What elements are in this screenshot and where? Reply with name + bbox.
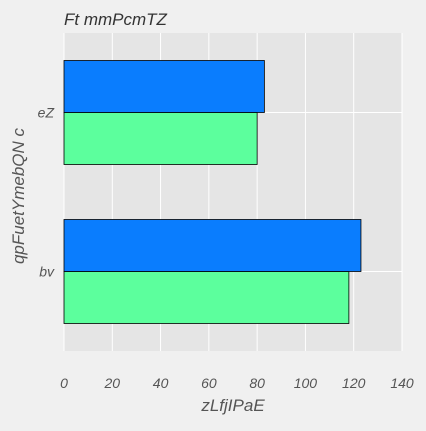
- x-tick-label: 60: [201, 375, 217, 391]
- y-tick-label: eZ: [38, 105, 55, 121]
- bars: [63, 60, 362, 324]
- x-tick-label: 80: [249, 375, 265, 391]
- x-tick-label: 0: [60, 375, 68, 391]
- bar-eZ-series-2: [63, 60, 265, 113]
- bar-eZ-series-1: [63, 112, 258, 165]
- x-tick-label: 100: [294, 375, 318, 391]
- x-axis-label: zLfjIPaE: [200, 396, 265, 415]
- tick-labels: 0 20 40 60 80 100 120 140 eZ bv: [38, 105, 414, 392]
- x-tick-label: 40: [153, 375, 169, 391]
- chart-title: Ft mmPcmTZ: [64, 10, 168, 29]
- bar-bv-series-1: [63, 271, 350, 324]
- bar-bv-series-2: [63, 219, 362, 272]
- x-tick-label: 20: [103, 375, 120, 391]
- x-tick-label: 120: [342, 375, 366, 391]
- y-tick-label: bv: [39, 264, 55, 280]
- x-tick-label: 140: [390, 375, 414, 391]
- y-axis-label: qpFuetYmebQN c: [9, 127, 28, 264]
